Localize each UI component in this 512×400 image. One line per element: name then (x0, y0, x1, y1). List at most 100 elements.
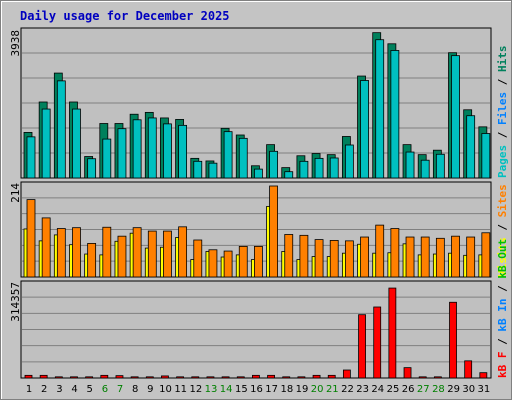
sites-bar (163, 230, 172, 278)
sites-bar (238, 245, 248, 278)
legend-kb-in: kB In (496, 299, 509, 332)
kbf-bar (176, 376, 185, 379)
x-tick-label: 30 (462, 384, 475, 395)
files-bar (269, 150, 278, 179)
x-tick-label: 25 (387, 384, 400, 395)
kbf-bar (145, 376, 154, 379)
kbf-bar (358, 314, 366, 379)
sites-bar (87, 243, 97, 278)
kbf-bar (54, 376, 63, 379)
kbf-bar (388, 287, 397, 379)
legend-pages: Pages (496, 145, 509, 178)
kbf-bar (221, 376, 230, 379)
files-bar (56, 80, 66, 179)
x-tick-label: 4 (71, 384, 77, 395)
x-tick-label: 22 (341, 384, 354, 395)
sites-bar (41, 217, 51, 278)
kbf-bar (70, 376, 78, 379)
sites-bar (466, 236, 476, 278)
files-bar (405, 151, 415, 179)
files-bar (481, 133, 491, 179)
x-tick-label: 16 (250, 384, 263, 395)
kbf-bar (252, 374, 260, 379)
kbf-bar (130, 376, 139, 379)
kbf-bar (115, 375, 124, 379)
x-tick-label: 21 (326, 384, 339, 395)
sites-bar (208, 249, 218, 278)
x-tick-label: 26 (402, 384, 415, 395)
kbf-bar (327, 374, 336, 379)
kbf-bar (312, 374, 321, 379)
kbf-bar (449, 301, 457, 379)
legend-visits: Visits (496, 237, 509, 277)
files-bar (375, 39, 385, 179)
x-tick-label: 15 (235, 384, 248, 395)
x-tick-label: 28 (432, 384, 445, 395)
x-tick-label: 7 (117, 384, 123, 395)
legend-sep-4: / (496, 338, 509, 345)
x-tick-label: 12 (189, 384, 202, 395)
sites-bar (26, 199, 36, 278)
files-bar (223, 131, 233, 179)
x-tick-label: 8 (132, 384, 138, 395)
bars-top (23, 32, 491, 179)
legend-sep-1: / (496, 131, 509, 138)
files-bar (360, 80, 369, 179)
x-tick-label: 6 (102, 384, 108, 395)
legend-sep-3: / (496, 224, 509, 231)
sites-bar (56, 228, 66, 278)
files-bar (299, 160, 309, 179)
gridlines-bottom (22, 296, 490, 363)
sites-bar (329, 240, 339, 278)
files-bar (72, 108, 81, 179)
files-bar (435, 153, 445, 179)
files-bar (26, 136, 36, 179)
files-bar (87, 158, 97, 179)
files-bar (254, 168, 263, 179)
files-bar (132, 119, 142, 179)
files-bar (163, 123, 172, 179)
sites-bar (132, 227, 142, 278)
files-bar (178, 124, 188, 179)
kbf-bar (85, 376, 94, 379)
x-tick-label: 18 (280, 384, 293, 395)
x-tick-label: 19 (296, 384, 309, 395)
sites-bar (375, 224, 385, 278)
files-bar (466, 115, 476, 179)
y-max-label-bottom: 314357 (9, 282, 22, 322)
legend-sep-5: / (496, 285, 509, 292)
kbf-bar (464, 360, 473, 379)
sites-bar (117, 235, 127, 278)
sites-bar (344, 240, 354, 278)
kbf-bar (342, 369, 351, 379)
kbf-bar (39, 374, 48, 379)
files-bar (117, 128, 127, 179)
x-tick-label: 2 (41, 384, 47, 395)
sites-bar (420, 236, 430, 278)
kbf-bar (161, 375, 169, 379)
files-bar (284, 171, 294, 179)
sites-bar (269, 185, 278, 278)
kbf-bar (100, 374, 109, 379)
y-max-label-top: 3938 (9, 30, 22, 57)
sites-bar (284, 234, 294, 278)
files-bar (390, 50, 400, 179)
legend-hits: Hits (496, 46, 509, 73)
legend-middle: Visits / Sites (496, 184, 509, 277)
x-tick-label: 14 (220, 384, 233, 395)
kbf-bar (236, 376, 245, 379)
x-tick-label: 9 (147, 384, 153, 395)
sites-bar (360, 236, 369, 278)
files-bar (147, 117, 157, 179)
kbf-bar (418, 376, 427, 379)
kbf-bar (191, 376, 200, 379)
sites-bar (299, 234, 309, 278)
sites-bar (405, 236, 415, 278)
sites-bar (481, 232, 491, 278)
kbf-bar (297, 376, 306, 379)
kbf-bar (479, 372, 488, 379)
kbf-bar (282, 376, 291, 379)
legend-kbf: kB F (496, 352, 509, 379)
y-max-label-middle: 214 (9, 183, 22, 203)
sites-bar (314, 239, 324, 278)
